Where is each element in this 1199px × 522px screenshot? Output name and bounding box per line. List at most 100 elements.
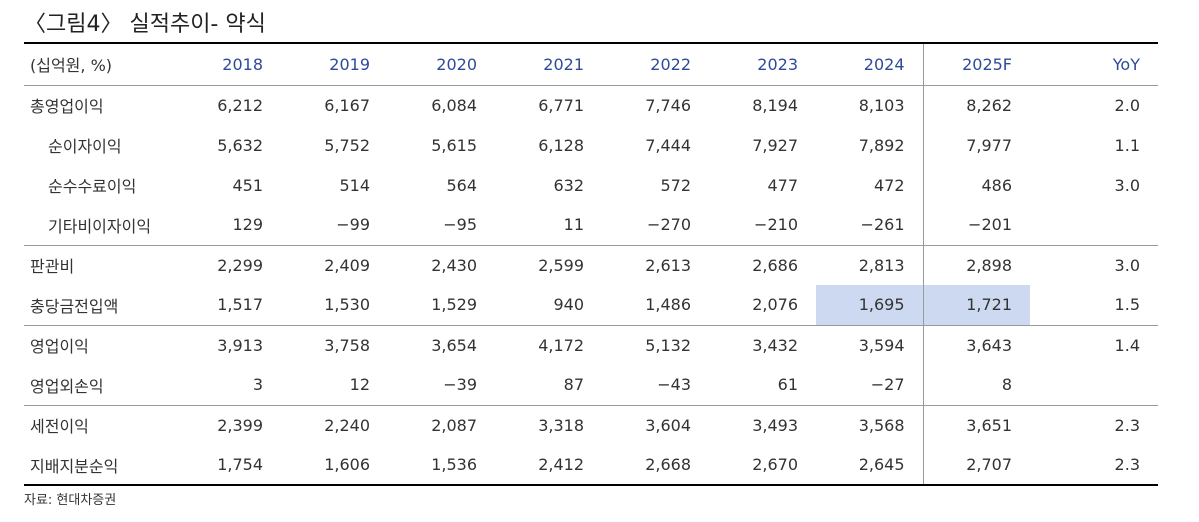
table-cell: −210 [754,215,798,235]
table-cell: 486 [922,165,1030,205]
table-cell: 2.0 [1114,95,1140,115]
table-cell: 2,430 [388,244,495,285]
table-cell: 3,604 [602,404,709,445]
table-cell: 5,132 [602,324,709,365]
table-row: 영업외손익 3 12 −39 87 −43 61 −27 8 [24,365,1158,405]
table-cell: 2,599 [495,244,602,285]
table-cell: −261 [860,215,905,235]
table-cell: 3 [252,375,263,395]
column-header: 2019 [281,42,388,86]
table-cell: 1,530 [324,295,370,315]
column-header: 2025F [922,42,1030,86]
table-cell: 2,670 [709,445,816,486]
table-cell: 6,167 [324,95,370,115]
row-label: 영업외손익 [30,376,104,396]
table-cell: 2,087 [388,404,495,445]
earnings-table: (십억원, %) 2018 2019 2020 2021 2022 2023 2… [24,42,1158,486]
column-header: 2022 [602,42,709,86]
table-cell: 2,813 [816,244,923,285]
table-cell: 3,654 [388,324,495,365]
table-cell: 1.1 [1114,135,1140,155]
table-cell: 2,240 [281,404,388,445]
table-cell: 61 [777,375,798,395]
table-cell: 129 [232,215,263,235]
table-cell [1030,205,1158,245]
table-cell: 87 [563,375,584,395]
table-cell: 3.0 [1030,244,1158,285]
table-cell: 11 [563,215,584,235]
row-label: 총영업이익 [30,97,104,117]
column-header: 2023 [709,42,816,86]
column-header: YoY [1030,42,1158,86]
table-cell: 1,517 [217,295,263,315]
column-header: 2021 [495,42,602,86]
source-note: 자료: 현대차증권 [24,493,117,508]
table-cell: 7,444 [645,135,691,155]
table-cell: 8,194 [752,95,798,115]
row-label: 세전이익 [24,404,174,445]
table-cell: 477 [767,175,798,195]
column-header: 2018 [174,42,281,86]
table-cell: 1,529 [431,295,477,315]
table-row: 순이자이익 5,632 5,752 5,615 6,128 7,444 7,92… [24,125,1158,165]
table-cell: 1,606 [281,445,388,486]
table-cell: 8 [922,365,1030,405]
table-cell: 2,898 [922,244,1030,285]
highlighted-cell: 1,695 [816,285,923,325]
figure-title: 〈그림4〉 실적추이- 약식 [24,12,266,37]
table-row: 세전이익 2,399 2,240 2,087 3,318 3,604 3,493… [24,404,1158,445]
table-cell: −43 [657,375,691,395]
table-cell: 1,754 [174,445,281,486]
table-cell: −27 [870,375,905,395]
table-row: 지배지분순익 1,754 1,606 1,536 2,412 2,668 2,6… [24,445,1158,486]
row-label: 영업이익 [24,324,174,365]
table-cell: 7,977 [922,125,1030,165]
column-header: 2020 [388,42,495,86]
table-cell: 3,432 [709,324,816,365]
table-cell: 7,892 [858,135,905,155]
table-cell: 7,927 [752,135,798,155]
table-cell: 2,707 [922,445,1030,486]
table-cell: 8,262 [922,85,1030,125]
table-row: 총영업이익 6,212 6,167 6,084 6,771 7,746 8,19… [24,85,1158,125]
row-label: 순이자이익 [48,137,122,156]
table-cell: 2,076 [752,295,798,315]
table-cell: 1,486 [645,295,691,315]
table-cell: 451 [232,175,263,195]
table-cell: −95 [443,215,477,235]
table-cell: 2,412 [495,445,602,486]
table-cell: 572 [660,175,691,195]
table-cell: 5,632 [217,135,263,155]
table-cell: 12 [349,375,370,395]
table-cell: 8,103 [858,95,905,115]
table-cell: 2.3 [1030,404,1158,445]
table-cell: 2,409 [281,244,388,285]
table-row: 충당금전입액 1,517 1,530 1,529 940 1,486 2,076… [24,285,1158,325]
table-cell: −201 [922,205,1030,245]
table-cell: 6,084 [431,95,477,115]
table-row: 판관비 2,299 2,409 2,430 2,599 2,613 2,686 … [24,244,1158,285]
table-cell: 3,913 [174,324,281,365]
column-header: 2024 [816,42,923,86]
table-cell: 940 [553,295,584,315]
table-cell: 1,536 [388,445,495,486]
table-row: 기타비이자이익 129 −99 −95 11 −270 −210 −261 −2… [24,205,1158,245]
table-cell: −39 [443,375,477,395]
table-cell: 5,615 [431,135,477,155]
table-cell: 2,686 [709,244,816,285]
table-cell: 1.5 [1114,295,1140,315]
table-header-row: (십억원, %) 2018 2019 2020 2021 2022 2023 2… [24,42,1158,86]
table-cell: 632 [553,175,584,195]
table-cell: 7,746 [645,95,691,115]
table-cell: 564 [446,175,477,195]
table-row: 순수수료이익 451 514 564 632 572 477 472 486 3… [24,165,1158,205]
table-cell: 3,568 [816,404,923,445]
row-label: 충당금전입액 [30,296,119,316]
table-cell: 3,318 [495,404,602,445]
table-cell: 514 [339,175,370,195]
table-cell: 472 [873,175,905,195]
row-label: 기타비이자이익 [48,216,152,236]
row-label: 지배지분순익 [24,445,174,486]
table-cell: 4,172 [495,324,602,365]
row-label: 순수수료이익 [48,177,137,196]
